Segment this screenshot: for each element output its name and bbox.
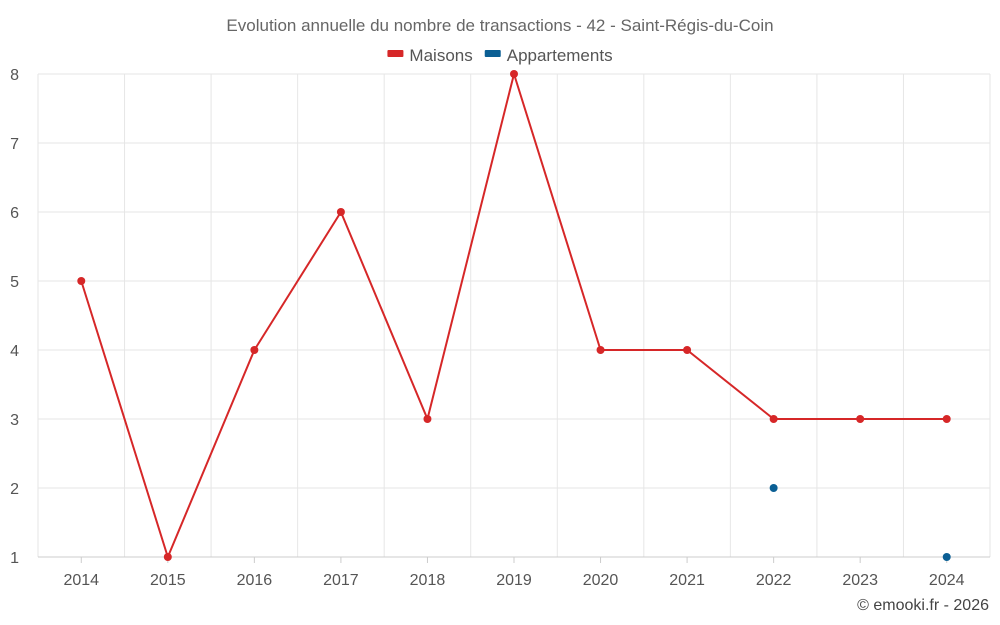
x-tick-label: 2019 xyxy=(496,572,532,589)
legend-item-maisons[interactable]: Maisons xyxy=(387,46,473,65)
y-tick-label: 5 xyxy=(10,274,19,291)
maisons-point[interactable] xyxy=(683,346,692,354)
maisons-point[interactable] xyxy=(596,346,605,354)
maisons-point[interactable] xyxy=(942,415,951,423)
credit-text: © emooki.fr - 2026 xyxy=(857,597,989,614)
maisons-point[interactable] xyxy=(163,553,172,561)
y-tick-label: 6 xyxy=(10,205,19,222)
legend[interactable]: Maisons Appartements xyxy=(387,46,613,65)
series xyxy=(77,70,951,561)
legend-label: Appartements xyxy=(507,46,613,65)
maisons-point[interactable] xyxy=(250,346,259,354)
maisons-point[interactable] xyxy=(423,415,432,423)
x-tick-label: 2017 xyxy=(323,572,359,589)
x-tick-label: 2023 xyxy=(842,572,878,589)
axes: 1 2 3 4 5 6 7 8 2014 2015 2016 2017 2018 2019 2020 2021… xyxy=(10,67,990,589)
legend-swatch xyxy=(484,50,501,57)
x-tick-label: 2021 xyxy=(669,572,705,589)
appartements-point[interactable] xyxy=(942,553,951,561)
y-tick-label: 2 xyxy=(10,481,19,498)
legend-label: Maisons xyxy=(409,46,472,65)
y-tick-label: 1 xyxy=(10,550,19,567)
y-tick-label: 3 xyxy=(10,412,19,429)
y-tick-label: 8 xyxy=(10,67,19,84)
y-tick-label: 7 xyxy=(10,136,19,153)
chart-title: Evolution annuelle du nombre de transact… xyxy=(226,16,773,35)
legend-item-appartements[interactable]: Appartements xyxy=(484,46,613,65)
maisons-point[interactable] xyxy=(336,208,345,216)
x-tick-label: 2015 xyxy=(150,572,186,589)
grid xyxy=(37,73,991,558)
maisons-point[interactable] xyxy=(510,70,518,78)
legend-swatch xyxy=(387,50,404,57)
maisons-point[interactable] xyxy=(77,277,86,285)
maisons-point[interactable] xyxy=(769,415,778,423)
x-tick-label: 2020 xyxy=(583,572,619,589)
x-tick-label: 2016 xyxy=(237,572,273,589)
x-tick-label: 2014 xyxy=(63,572,99,589)
maisons-point[interactable] xyxy=(856,415,865,423)
x-tick-label: 2018 xyxy=(410,572,446,589)
x-tick-label: 2022 xyxy=(756,572,792,589)
y-tick-label: 4 xyxy=(10,343,19,360)
appartements-point[interactable] xyxy=(769,484,778,492)
x-tick-label: 2024 xyxy=(929,572,965,589)
